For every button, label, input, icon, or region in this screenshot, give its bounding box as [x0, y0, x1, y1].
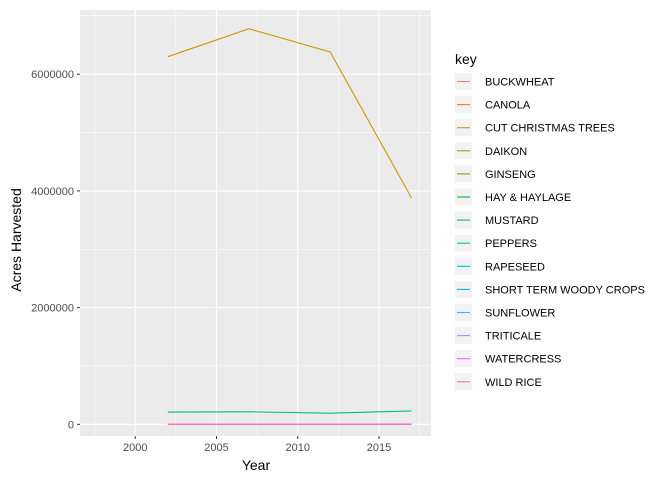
- legend-item-peppers: PEPPERS: [455, 234, 537, 252]
- minor-grid: [80, 10, 431, 436]
- legend-label: HAY & HAYLAGE: [485, 192, 571, 204]
- legend-items: BUCKWHEAT CANOLA CUT CHRISTMAS TREES DAIKON…: [455, 73, 645, 391]
- legend-item-wild-rice: WILD RICE: [455, 373, 542, 391]
- legend-title: key: [455, 51, 477, 67]
- legend-label: BUCKWHEAT: [485, 77, 555, 89]
- legend-item-mustard: MUSTARD: [455, 211, 539, 229]
- y-tick-label: 4000000: [31, 186, 74, 198]
- legend-label: PEPPERS: [485, 238, 537, 250]
- legend-label: GINSENG: [485, 169, 536, 181]
- y-axis-ticks: 0 2000000 4000000 6000000: [31, 69, 80, 431]
- x-tick-label: 2010: [286, 442, 310, 454]
- legend: key BUCKWHEAT CANOLA CUT CHRISTMAS TREES DA…: [455, 51, 645, 391]
- legend-label: MUSTARD: [485, 215, 539, 227]
- legend-item-sunflower: SUNFLOWER: [455, 304, 555, 321]
- legend-item-hay-haylage: HAY & HAYLAGE: [455, 188, 571, 206]
- legend-label: CANOLA: [485, 100, 531, 112]
- legend-item-daikon: DAIKON: [455, 142, 527, 160]
- y-tick-label: 6000000: [31, 69, 74, 81]
- x-axis-ticks: 2000 2005 2010 2015: [123, 436, 391, 454]
- x-tick-label: 2005: [204, 442, 228, 454]
- series-line-mustard: [167, 410, 412, 414]
- x-tick-label: 2015: [367, 442, 391, 454]
- legend-label: TRITICALE: [485, 331, 541, 343]
- legend-label: WATERCRESS: [485, 354, 561, 366]
- legend-item-canola: CANOLA: [455, 96, 531, 114]
- legend-item-triticale: TRITICALE: [455, 327, 541, 345]
- legend-item-rapeseed: RAPESEED: [455, 257, 545, 275]
- legend-label: WILD RICE: [485, 377, 542, 389]
- legend-label: RAPESEED: [485, 261, 545, 273]
- x-axis-title: Year: [242, 457, 271, 473]
- y-axis-title: Acres Harvested: [8, 188, 24, 291]
- legend-item-short-term-woody-crops: SHORT TERM WOODY CROPS: [455, 280, 645, 298]
- y-tick-label: 2000000: [31, 303, 74, 315]
- legend-label: CUT CHRISTMAS TREES: [485, 123, 615, 135]
- legend-item-cut-christmas-trees: CUT CHRISTMAS TREES: [455, 119, 615, 137]
- legend-item-watercress: WATERCRESS: [455, 350, 561, 368]
- legend-label: SUNFLOWER: [485, 308, 555, 320]
- major-grid: [80, 10, 431, 436]
- series-lines: [167, 28, 412, 425]
- series-line-cut-christmas-trees: [167, 28, 412, 199]
- legend-item-ginseng: GINSENG: [455, 165, 536, 183]
- y-tick-label: 0: [68, 419, 74, 431]
- plot-panel: [80, 10, 431, 436]
- x-tick-label: 2000: [123, 442, 147, 454]
- legend-item-buckwheat: BUCKWHEAT: [455, 73, 555, 90]
- legend-label: SHORT TERM WOODY CROPS: [485, 284, 645, 296]
- legend-label: DAIKON: [485, 146, 527, 158]
